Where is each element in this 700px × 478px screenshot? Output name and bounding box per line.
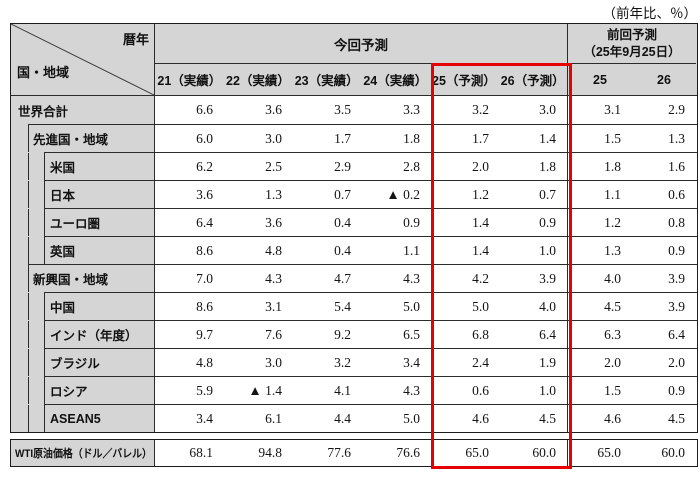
- corner-label-year: 暦年: [122, 32, 149, 47]
- wti-oil-price-table: WTI原油価格（ドル／バレル） 68.1 94.8 77.6 76.6 65.0…: [10, 439, 698, 467]
- table-row-china: 中国 8.6 3.1 5.4 5.0 5.0 4.0 4.5 3.9: [11, 292, 697, 320]
- previous-forecast-title-line1: 前回予測: [606, 28, 657, 43]
- row-label: ブラジル: [11, 348, 155, 376]
- previous-forecast-title: 前回予測 （25年9月25日）: [568, 24, 696, 64]
- previous-forecast-columns: 25 26: [568, 64, 696, 95]
- row-label: 日本: [11, 180, 155, 208]
- col-header-prev-25: 25: [593, 72, 607, 87]
- row-label: 中国: [11, 292, 155, 320]
- current-forecast-title: 今回予測: [155, 24, 567, 64]
- table-row-asean5: ASEAN5 3.4 6.1 4.4 5.0 4.6 4.5 4.6 4.5: [11, 404, 697, 432]
- row-label: 米国: [11, 152, 155, 180]
- previous-forecast-group: 前回予測 （25年9月25日） 25 26: [568, 24, 696, 95]
- table-row-advanced: 先進国・地域 6.0 3.0 1.7 1.8 1.7 1.4 1.5 1.3: [11, 124, 697, 152]
- col-header-22: 22（実績）: [226, 74, 290, 88]
- unit-note: （前年比、％）: [602, 6, 698, 21]
- table-row-emerging: 新興国・地域 7.0 4.3 4.7 4.3 4.2 3.9 4.0 3.9: [11, 264, 697, 292]
- corner-label-region: 国・地域: [17, 65, 70, 80]
- row-label: インド（年度）: [11, 320, 155, 348]
- row-label: ASEAN5: [11, 404, 155, 432]
- corner-cell: 暦年 国・地域: [11, 24, 155, 95]
- col-header-24: 24（実績）: [363, 74, 428, 88]
- row-label: 新興国・地域: [11, 264, 155, 292]
- col-header-prev-26: 26: [657, 72, 671, 87]
- current-forecast-columns: 21（実績） 22（実績） 23（実績） 24（実績） 25（予測） 26（予測…: [155, 64, 567, 95]
- forecast-table: 暦年 国・地域 今回予測 21（実績） 22（実績） 23（実績） 24（実績）…: [10, 23, 698, 433]
- table-row-euro-area: ユーロ圏 6.4 3.6 0.4 0.9 1.4 0.9 1.2 0.8: [11, 208, 697, 236]
- table-row-wti: WTI原油価格（ドル／バレル） 68.1 94.8 77.6 76.6 65.0…: [11, 440, 697, 466]
- row-label: 英国: [11, 236, 155, 264]
- table-header: 暦年 国・地域 今回予測 21（実績） 22（実績） 23（実績） 24（実績）…: [11, 24, 697, 96]
- col-header-21: 21（実績）: [157, 74, 222, 88]
- table-row-world-total: 世界合計 6.6 3.6 3.5 3.3 3.2 3.0 3.1 2.9: [11, 96, 697, 124]
- col-header-23: 23（実績）: [294, 74, 359, 88]
- row-label: 先進国・地域: [11, 124, 155, 152]
- diagonal-line: [11, 24, 154, 95]
- wti-label-text: WTI原油価格（ドル／バレル）: [15, 448, 152, 460]
- current-forecast-group: 今回予測 21（実績） 22（実績） 23（実績） 24（実績） 25（予測） …: [155, 24, 568, 95]
- col-header-26-forecast: 26（予測）: [500, 74, 565, 88]
- table-row-uk: 英国 8.6 4.8 0.4 1.1 1.4 1.0 1.3 0.9: [11, 236, 697, 264]
- previous-forecast-title-line2: （25年9月25日）: [583, 44, 681, 59]
- table-row-us: 米国 6.2 2.5 2.9 2.8 2.0 1.8 1.8 1.6: [11, 152, 697, 180]
- row-label: ユーロ圏: [11, 208, 155, 236]
- table-row-russia: ロシア 5.9 ▲ 1.4 4.1 4.3 0.6 1.0 1.5 0.9: [11, 376, 697, 404]
- table-row-india: インド（年度） 9.7 7.6 9.2 6.5 6.8 6.4 6.3 6.4: [11, 320, 697, 348]
- table-row-japan: 日本 3.6 1.3 0.7 ▲ 0.2 1.2 0.7 1.1 0.6: [11, 180, 697, 208]
- table-row-brazil: ブラジル 4.8 3.0 3.2 3.4 2.4 1.9 2.0 2.0: [11, 348, 697, 376]
- row-label: 世界合計: [11, 96, 155, 124]
- row-label: WTI原油価格（ドル／バレル）: [11, 440, 155, 466]
- col-header-25-forecast: 25（予測）: [432, 74, 496, 88]
- row-label: ロシア: [11, 376, 155, 404]
